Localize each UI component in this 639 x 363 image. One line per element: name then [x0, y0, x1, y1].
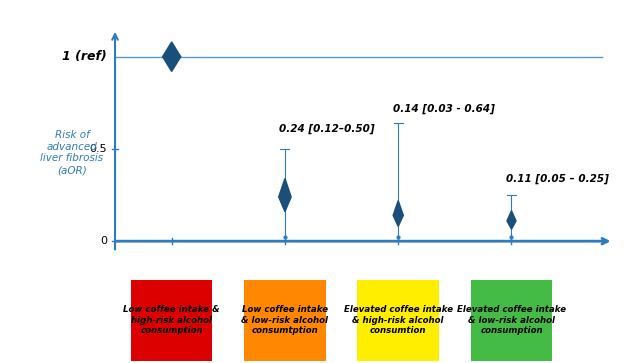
Text: 0.11 [0.05 – 0.25]: 0.11 [0.05 – 0.25]	[506, 174, 609, 184]
FancyBboxPatch shape	[471, 280, 552, 361]
FancyBboxPatch shape	[131, 280, 212, 361]
Polygon shape	[162, 42, 181, 72]
Text: 0.14 [0.03 - 0.64]: 0.14 [0.03 - 0.64]	[392, 103, 495, 114]
Text: 1 (ref): 1 (ref)	[63, 50, 107, 63]
Text: Low coffee intake
& low-risk alcohol
consumtption: Low coffee intake & low-risk alcohol con…	[242, 305, 328, 335]
Polygon shape	[393, 201, 403, 227]
Text: 0: 0	[100, 236, 107, 246]
Text: Elevated coffee intake
& high-risk alcohol
consumtion: Elevated coffee intake & high-risk alcoh…	[344, 305, 453, 335]
Polygon shape	[279, 179, 291, 212]
Text: Risk of
advanced
liver fibrosis
(aOR): Risk of advanced liver fibrosis (aOR)	[40, 130, 104, 175]
FancyBboxPatch shape	[357, 280, 439, 361]
Text: 0.5: 0.5	[89, 144, 107, 154]
FancyBboxPatch shape	[244, 280, 326, 361]
Text: Elevated coffee intake
& low-risk alcohol
consumption: Elevated coffee intake & low-risk alcoho…	[457, 305, 566, 335]
Text: Low coffee intake &
high-risk alcohol
consumption: Low coffee intake & high-risk alcohol co…	[123, 305, 220, 335]
Polygon shape	[507, 211, 516, 229]
Text: 0.24 [0.12–0.50]: 0.24 [0.12–0.50]	[279, 124, 375, 134]
